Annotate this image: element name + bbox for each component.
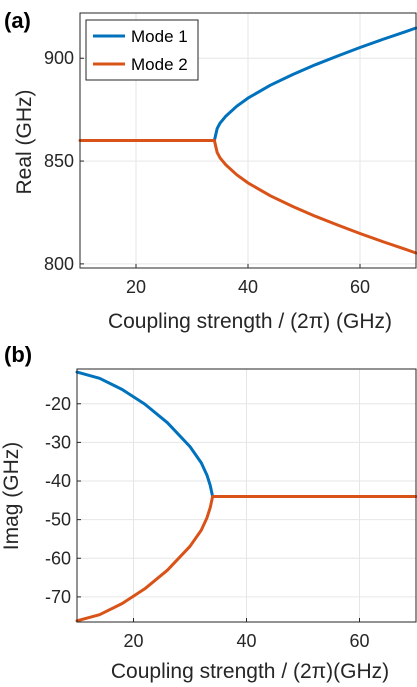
series-line-mode-1 <box>75 370 215 498</box>
legend: Mode 1 Mode 2 <box>85 19 199 81</box>
x-tick-label: 40 <box>236 631 256 651</box>
y-tick-label: -70 <box>45 587 71 607</box>
x-axis-label: Coupling strength / (2π) (GHz) <box>108 310 392 333</box>
y-tick-label: 900 <box>44 48 74 68</box>
x-tick-label: 40 <box>238 277 258 297</box>
panel-label: (a) <box>4 8 31 33</box>
series-line-mode-2 <box>75 495 417 623</box>
y-axis-label: Imag (GHz) <box>0 442 23 551</box>
y-tick-label: -20 <box>45 394 71 414</box>
y-axis-label: Real (GHz) <box>13 89 36 194</box>
x-tick-label: 60 <box>350 277 370 297</box>
series-line-mode-2 <box>78 139 417 255</box>
y-tick-label: -40 <box>45 471 71 491</box>
x-tick-label: 60 <box>349 631 369 651</box>
y-tick-label: -50 <box>45 510 71 530</box>
panel-a-real: (a) 20 40 60 800 850 900 Coupling strength / … <box>4 8 417 333</box>
panel-b-imag: (b) 20 40 60 -70 -60 -50 -40 -30 -20 Coupling st… <box>0 342 417 683</box>
y-tick-label: -30 <box>45 432 71 452</box>
x-tick-label: 20 <box>123 631 143 651</box>
x-axis-label: Coupling strength / (2π)(GHz) <box>111 660 389 683</box>
panel-label: (b) <box>4 342 32 367</box>
series-line-mode-1 <box>212 26 417 142</box>
legend-label-mode-1: Mode 1 <box>131 27 188 46</box>
y-tick-label: 850 <box>44 151 74 171</box>
x-tick-label: 20 <box>126 277 146 297</box>
legend-box <box>85 19 199 81</box>
legend-label-mode-2: Mode 2 <box>131 55 188 74</box>
y-tick-label: 800 <box>44 254 74 274</box>
y-tick-label: -60 <box>45 548 71 568</box>
